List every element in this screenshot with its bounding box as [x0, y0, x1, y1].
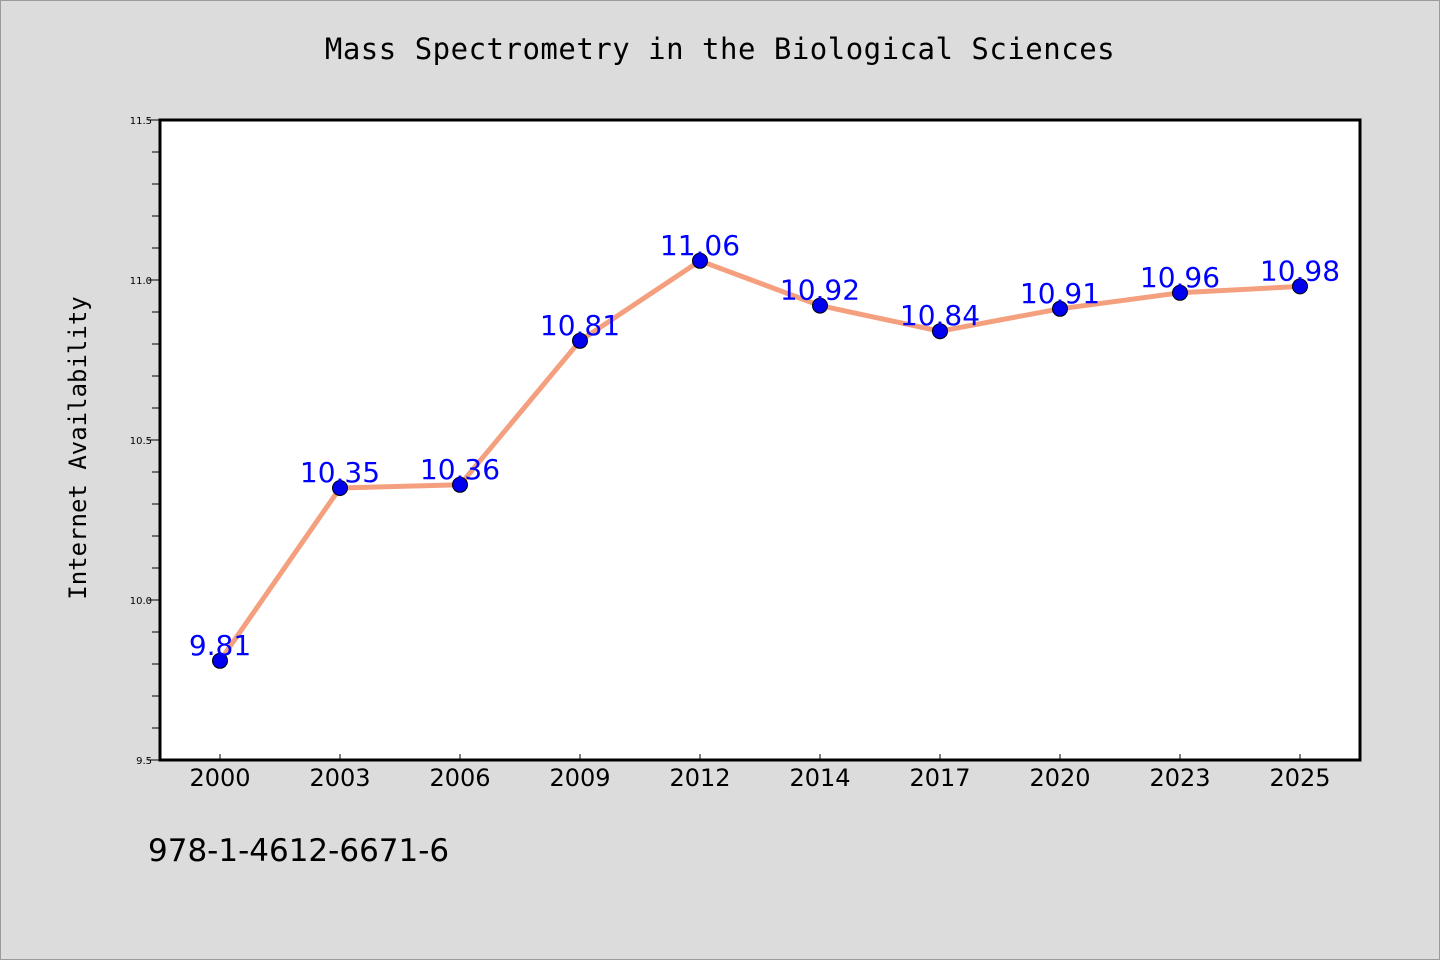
x-tick-label: 2003: [309, 764, 370, 792]
series-markers: [212, 252, 1308, 669]
data-label: 10.96: [1140, 261, 1220, 294]
data-label: 10.81: [540, 309, 620, 342]
isbn-text: 978-1-4612-6671-6: [148, 833, 450, 869]
data-label: 10.84: [900, 299, 980, 332]
x-tick-label: 2025: [1269, 764, 1330, 792]
x-tick-label: 2006: [429, 764, 490, 792]
x-axis: 2000 2003 2006 2009 2012 2014 2017 2020 2023 2025: [189, 754, 1331, 792]
x-tick-label: 2017: [909, 764, 970, 792]
chart-title: Mass Spectrometry in the Biological Scie…: [324, 32, 1116, 66]
data-label: 10.35: [300, 456, 380, 489]
y-tick-label: 10.5: [130, 436, 152, 447]
data-label: 9.81: [189, 629, 251, 662]
data-point: [452, 476, 468, 493]
data-label: 10.91: [1020, 277, 1100, 310]
x-tick-label: 2000: [189, 764, 250, 792]
x-tick-label: 2014: [789, 764, 850, 792]
data-point: [932, 323, 948, 340]
data-label: 10.98: [1260, 254, 1340, 287]
data-point: [572, 332, 588, 349]
data-label: 11.06: [660, 229, 740, 262]
data-point: [1172, 284, 1188, 301]
y-tick-label: 10.0: [130, 596, 152, 607]
y-tick-label: 11.0: [130, 276, 152, 287]
y-tick-label: 11.5: [130, 116, 152, 127]
series-line: [217, 258, 1303, 664]
data-point: [692, 252, 708, 269]
data-point: [212, 652, 228, 669]
data-point: [1292, 278, 1308, 295]
x-tick-label: 2020: [1029, 764, 1090, 792]
data-label: 10.36: [420, 453, 500, 486]
data-labels: 9.81 10.35 10.36 10.81 11.06 10.92 10.84 10.91 1…: [189, 229, 1340, 662]
x-tick-label: 2012: [669, 764, 730, 792]
y-tick-label: 9.5: [136, 756, 152, 767]
data-label: 10.92: [780, 274, 860, 307]
x-tick-label: 2009: [549, 764, 610, 792]
data-point: [1052, 300, 1068, 317]
data-point: [812, 297, 828, 314]
x-tick-label: 2023: [1149, 764, 1210, 792]
y-axis-label: Internet Availability: [64, 296, 92, 599]
plot-area: [158, 118, 1362, 762]
y-axis: 9.5 10.0 10.5 11.0 11.5: [130, 116, 160, 767]
data-point: [332, 480, 348, 496]
